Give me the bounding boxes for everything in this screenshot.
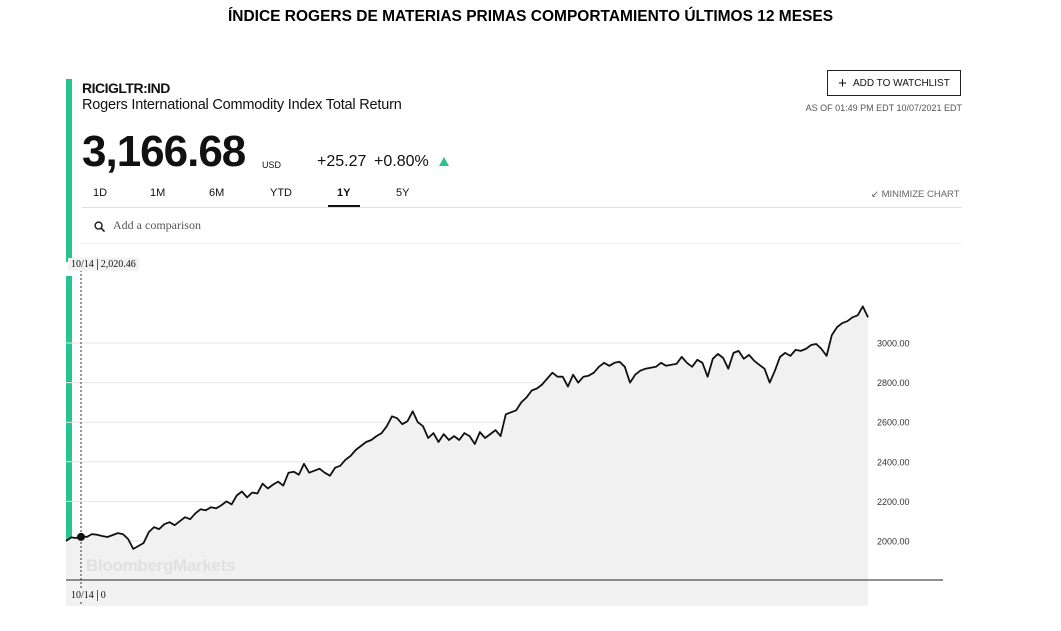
- as-of-timestamp: AS OF 01:49 PM EDT 10/07/2021 EDT: [805, 103, 962, 113]
- y-tick-label: 2000.00: [877, 537, 910, 547]
- minimize-icon: ↙: [871, 189, 879, 200]
- tab-1y[interactable]: 1Y: [337, 187, 351, 199]
- bottom-value: 0: [100, 590, 106, 601]
- plus-icon: +: [838, 74, 847, 92]
- active-tab-indicator: [328, 205, 360, 207]
- add-to-watchlist-button[interactable]: + ADD TO WATCHLIST: [827, 70, 961, 96]
- y-tick-label: 2400.00: [877, 457, 910, 467]
- add-to-watchlist-label: ADD TO WATCHLIST: [852, 77, 950, 89]
- ticker-symbol: RICIGLTR:IND: [82, 80, 170, 96]
- y-tick-label: 2200.00: [877, 497, 910, 507]
- price-currency: USD: [262, 160, 282, 170]
- controls-divider: [82, 243, 962, 244]
- security-name: Rogers International Commodity Index Tot…: [82, 97, 402, 113]
- price-change-pct: +0.80%: [374, 153, 429, 170]
- tab-1m[interactable]: 1M: [150, 187, 166, 199]
- price-area: [66, 306, 868, 606]
- bottom-readout: 10/14 0: [68, 589, 109, 603]
- tab-ytd[interactable]: YTD: [270, 187, 292, 199]
- search-icon: [94, 221, 105, 232]
- minimize-chart-label: MINIMIZE CHART: [881, 189, 960, 200]
- price-change: +25.27: [317, 153, 367, 170]
- tab-6m[interactable]: 6M: [209, 187, 225, 199]
- hover-value: 2,020.46: [100, 259, 136, 270]
- minimize-chart-button[interactable]: ↙ MINIMIZE CHART: [871, 189, 960, 200]
- tabs-divider: [82, 207, 962, 208]
- y-tick-label: 2600.00: [877, 418, 910, 428]
- hover-date: 10/14: [71, 259, 94, 270]
- accent-bar: [66, 79, 72, 262]
- hover-readout: 10/14 2,020.46: [68, 258, 139, 272]
- tab-1d[interactable]: 1D: [93, 187, 108, 199]
- up-arrow-icon: [439, 157, 449, 166]
- tab-5y[interactable]: 5Y: [396, 187, 410, 199]
- hover-point: [77, 532, 85, 541]
- page-title: ÍNDICE ROGERS DE MATERIAS PRIMAS COMPORT…: [227, 8, 834, 25]
- bloomberg-watermark: BloombergMarkets: [86, 556, 236, 575]
- bottom-date: 10/14: [71, 590, 94, 601]
- comparison-placeholder: Add a comparison: [113, 218, 201, 232]
- y-tick-label: 3000.00: [877, 339, 910, 349]
- accent-bar-lower: [66, 276, 72, 540]
- y-tick-label: 2800.00: [877, 378, 910, 388]
- price-line: [65, 305, 869, 550]
- price-value: 3,166.68: [82, 127, 246, 176]
